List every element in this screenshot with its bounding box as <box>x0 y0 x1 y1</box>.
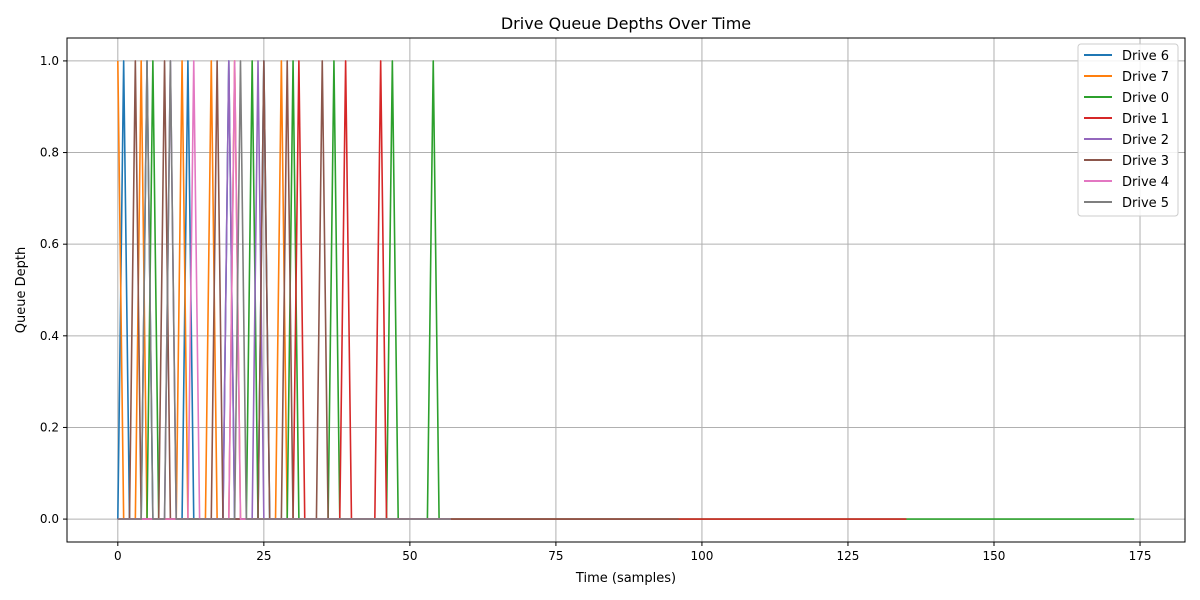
x-tick-label: 50 <box>402 549 417 563</box>
y-tick-label: 0.2 <box>40 420 59 434</box>
series-line-drive-0 <box>117 60 1135 520</box>
legend-entry: Drive 3 <box>1122 154 1169 169</box>
y-tick-label: 1.0 <box>40 54 59 68</box>
x-tick-label: 125 <box>837 549 860 563</box>
x-tick-label: 150 <box>983 549 1006 563</box>
chart-title: Drive Queue Depths Over Time <box>501 14 751 33</box>
series-line-drive-3 <box>117 60 679 520</box>
legend-entry: Drive 2 <box>1122 133 1169 148</box>
x-tick-label: 100 <box>690 549 713 563</box>
legend-entry: Drive 6 <box>1122 49 1169 64</box>
x-tick-label: 175 <box>1129 549 1152 563</box>
y-tick-label: 0.6 <box>40 237 59 251</box>
legend-box <box>1077 43 1179 217</box>
legend-entry: Drive 5 <box>1122 196 1169 211</box>
x-tick-label: 75 <box>548 549 563 563</box>
x-axis-label: Time (samples) <box>575 571 676 586</box>
ticks: 0 25 50 75 100 125 150 175 0.0 0.2 0.4 0.6 0.8 1.0 <box>40 54 1152 563</box>
y-axis-label: Queue Depth <box>14 247 29 333</box>
legend-entry: Drive 4 <box>1122 175 1169 190</box>
y-tick-label: 0.8 <box>40 146 59 160</box>
legend-entry: Drive 0 <box>1122 91 1169 106</box>
legend-entry: Drive 7 <box>1122 70 1169 85</box>
series-line-drive-5 <box>117 60 451 520</box>
x-tick-label: 0 <box>114 549 122 563</box>
x-tick-label: 25 <box>256 549 271 563</box>
grid <box>67 38 1185 542</box>
plot-frame <box>66 37 1186 543</box>
y-tick-label: 0.0 <box>40 512 59 526</box>
y-tick-label: 0.4 <box>40 329 59 343</box>
series-layer <box>117 60 1135 520</box>
legend-entry: Drive 1 <box>1122 112 1169 127</box>
legend: Drive 6 Drive 7 Drive 0 Drive 1 Drive 2 Drive… <box>1077 43 1179 217</box>
